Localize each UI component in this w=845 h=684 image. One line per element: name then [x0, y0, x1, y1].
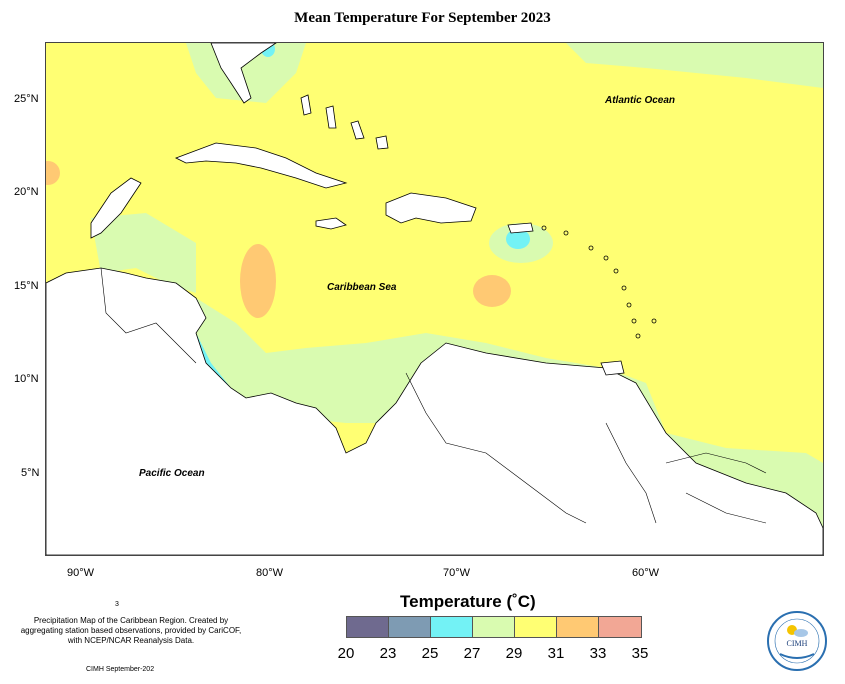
temp-zone-27-29	[91, 213, 196, 293]
legend-break-label: 31	[547, 645, 565, 662]
lat-tick: 15°N	[14, 280, 39, 292]
yucatan	[90, 177, 142, 239]
legend-swatch	[473, 617, 515, 637]
map-title: Mean Temperature For September 2023	[294, 10, 551, 26]
legend-break-label: 35	[631, 645, 649, 662]
florida	[210, 43, 277, 104]
temp-zone-25-27	[506, 229, 530, 249]
temp-zone-31-33	[240, 244, 276, 318]
temp-zone-31-33	[473, 275, 511, 307]
temp-zone-31-33	[46, 161, 60, 185]
legend-swatch	[431, 617, 473, 637]
lat-tick: 10°N	[14, 373, 39, 385]
puerto-rico	[507, 222, 534, 234]
legend-swatch	[389, 617, 431, 637]
legend-break-label: 29	[505, 645, 523, 662]
lon-tick: 70°W	[443, 567, 471, 579]
temp-zone-27-29	[566, 43, 823, 88]
region-label-caribbean: Caribbean Sea	[327, 282, 397, 293]
lon-tick: 80°W	[256, 567, 284, 579]
legend-break-label: 27	[463, 645, 481, 662]
temperature-map: Atlantic Ocean Caribbean Sea Pacific Oce…	[45, 42, 824, 556]
logo-text: CIMH	[787, 639, 808, 648]
land-masses	[46, 43, 823, 555]
lat-tick: 25°N	[14, 93, 39, 105]
legend-swatch	[515, 617, 557, 637]
bahamas	[300, 94, 389, 150]
map-footnote: Precipitation Map of the Caribbean Regio…	[20, 616, 242, 645]
cloud-icon	[794, 629, 808, 637]
legend-break-label: 20	[337, 645, 355, 662]
lat-tick: 5°N	[21, 467, 40, 479]
lesser-antilles	[541, 225, 657, 339]
region-label-pacific: Pacific Ocean	[139, 468, 205, 479]
page-number: 3	[115, 601, 119, 608]
lon-tick: 90°W	[67, 567, 95, 579]
legend-swatch	[347, 617, 389, 637]
jamaica	[315, 217, 347, 230]
legend-break-label: 33	[589, 645, 607, 662]
legend-break-label: 23	[379, 645, 397, 662]
legend-swatch	[557, 617, 599, 637]
legend-swatch	[599, 617, 641, 637]
legend-colorbar	[346, 616, 642, 638]
lon-tick: 60°W	[632, 567, 660, 579]
cuba	[175, 142, 348, 189]
legend-title: Temperature (˚C)	[400, 592, 536, 611]
cimh-logo: CIMH	[766, 610, 828, 672]
trinidad	[600, 360, 625, 376]
region-label-atlantic: Atlantic Ocean	[605, 95, 676, 106]
central-america	[46, 267, 823, 555]
temp-zone-27-29	[186, 43, 306, 103]
hispaniola	[385, 192, 477, 224]
lat-tick: 20°N	[14, 186, 39, 198]
country-borders	[100, 267, 767, 524]
credit-text: CIMH September-202	[86, 666, 155, 673]
legend-break-label: 25	[421, 645, 439, 662]
